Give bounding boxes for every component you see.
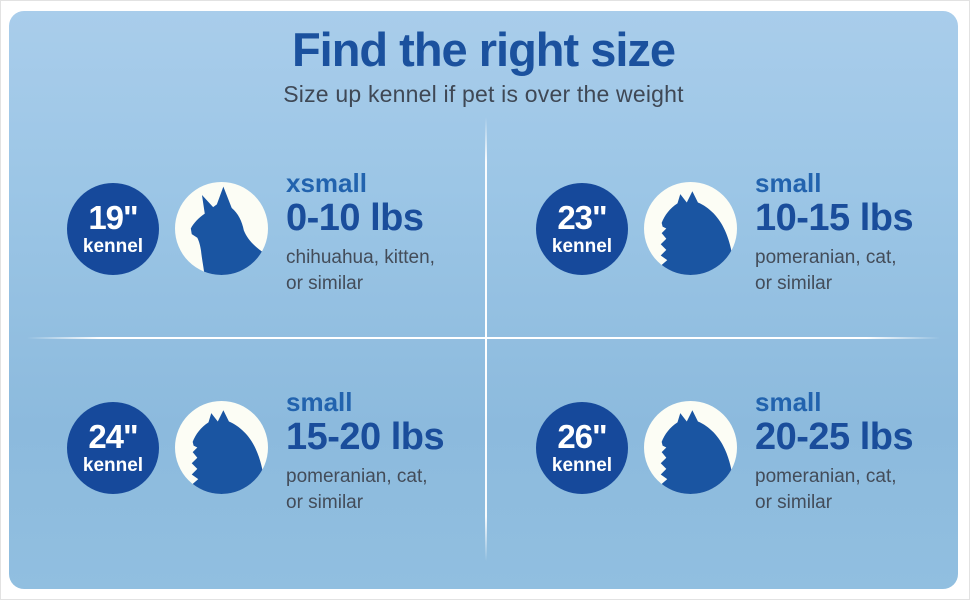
size-guide-card: 23" kennel small 10-15 lbs pomeranian, c… [486,119,958,338]
size-guide-grid: 19" kennel xsmall 0-10 lbs chihuahua, ki… [9,119,958,557]
pet-icon-circle [644,182,737,275]
size-category-label: small [755,386,822,417]
kennel-size-value: 23" [557,199,607,236]
divider-vertical [485,117,487,561]
kennel-size-badge: 23" kennel [536,182,628,275]
size-guide-card: 24" kennel small 15-20 lbs pomeranian, c… [9,338,486,557]
kennel-size-unit: kennel [82,236,144,257]
weight-range: 20-25 lbs [755,416,914,459]
size-guide-card: 19" kennel xsmall 0-10 lbs chihuahua, ki… [9,119,486,338]
size-info: small 15-20 lbs pomeranian, cat, or simi… [286,386,445,516]
pet-examples-line2: or similar [755,272,833,294]
kennel-size-unit: kennel [551,455,613,476]
divider-horizontal [27,337,940,339]
pet-icon-circle [175,401,268,494]
pet-examples-line2: or similar [286,491,364,513]
kennel-size-value: 19" [88,199,138,236]
pet-icon-circle [644,401,737,494]
kennel-size-unit: kennel [551,236,613,257]
weight-range: 15-20 lbs [286,416,445,459]
pomeranian-silhouette-icon [175,401,268,494]
pet-examples-line1: chihuahua, kitten, [286,246,435,268]
kennel-size-badge: 19" kennel [67,182,159,275]
pet-examples-line1: pomeranian, cat, [286,465,428,487]
kennel-size-value: 26" [557,418,607,455]
size-category-label: small [286,386,353,417]
kennel-size-unit: kennel [82,455,144,476]
size-category-label: small [755,167,822,198]
pet-icon-circle [175,182,268,275]
pet-examples-line1: pomeranian, cat, [755,465,897,487]
header: Find the right size Size up kennel if pe… [9,11,958,108]
size-info: small 20-25 lbs pomeranian, cat, or simi… [755,386,914,516]
pet-examples: pomeranian, cat, or similar [755,464,913,516]
weight-range: 10-15 lbs [755,197,914,240]
kennel-size-badge: 26" kennel [536,401,628,494]
size-info: small 10-15 lbs pomeranian, cat, or simi… [755,167,914,297]
size-info: xsmall 0-10 lbs chihuahua, kitten, or si… [286,167,435,297]
size-guide-card: 26" kennel small 20-25 lbs pomeranian, c… [486,338,958,557]
chihuahua-silhouette-icon [175,182,268,275]
pet-examples-line2: or similar [755,491,833,513]
pet-examples: pomeranian, cat, or similar [755,245,913,297]
pet-examples-line2: or similar [286,272,364,294]
page-subtitle: Size up kennel if pet is over the weight [283,80,684,107]
pet-examples: pomeranian, cat, or similar [286,464,444,516]
page-title: Find the right size [291,23,676,76]
pomeranian-silhouette-icon [644,401,737,494]
size-category-label: xsmall [286,167,367,198]
kennel-size-value: 24" [88,418,138,455]
pomeranian-silhouette-icon [644,182,737,275]
pet-examples: chihuahua, kitten, or similar [286,245,435,297]
size-guide-panel: Find the right size Size up kennel if pe… [9,11,958,589]
kennel-size-badge: 24" kennel [67,401,159,494]
pet-examples-line1: pomeranian, cat, [755,246,897,268]
weight-range: 0-10 lbs [286,197,424,240]
